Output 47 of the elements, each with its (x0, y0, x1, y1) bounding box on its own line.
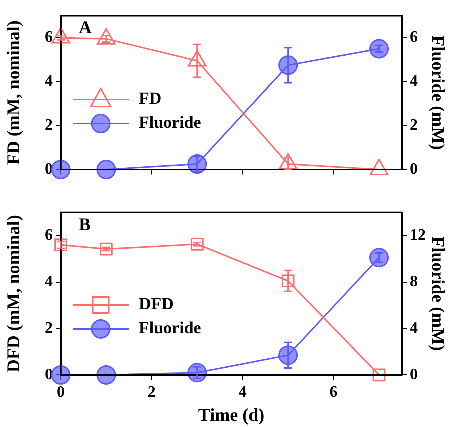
point (372, 368, 386, 382)
y-tick-label: 2 (45, 320, 53, 337)
point (96, 160, 116, 180)
y2-axis-title: Fluoride (mM) (428, 36, 449, 150)
x-tick-label: 4 (238, 384, 247, 401)
y-tick-label: 6 (45, 29, 53, 46)
legend-label: Fluoride (139, 318, 202, 338)
y2-tick-label: 8 (410, 273, 418, 290)
y-axis-title: FD (mM, nominal) (3, 20, 24, 166)
y2-tick-label: 6 (410, 29, 418, 46)
y2-axis-title: Fluoride (mM) (428, 236, 449, 352)
x-tick-label: 6 (330, 384, 338, 401)
point (100, 242, 113, 256)
point (96, 365, 116, 385)
point (370, 159, 389, 176)
legend-label: DFD (139, 294, 174, 314)
point (190, 238, 204, 251)
annotation: A (79, 18, 92, 38)
x-axis-title: Time (d) (198, 404, 265, 425)
y-tick-label: 4 (45, 73, 53, 90)
legend-label: FD (139, 89, 162, 108)
x-tick-label: 0 (57, 384, 65, 401)
y2-tick-label: 2 (410, 117, 418, 134)
y-tick-label: 2 (45, 117, 53, 134)
point (370, 39, 390, 59)
annotation: B (79, 214, 92, 234)
y-axis-title: DFD (mM, nominal) (3, 215, 24, 373)
point (282, 274, 295, 288)
y2-tick-label: 12 (410, 226, 426, 244)
legend-label: Fluoride (139, 113, 202, 132)
y2-tick-label: 4 (410, 73, 418, 90)
y2-tick-label: 0 (410, 160, 418, 178)
y-tick-label: 6 (45, 226, 53, 244)
point (97, 28, 116, 45)
point (278, 154, 298, 170)
y2-tick-label: 4 (410, 320, 418, 337)
point (278, 346, 298, 366)
point (278, 56, 298, 76)
x-tick-label: 2 (148, 384, 156, 401)
point (51, 365, 71, 385)
y-tick-label: 4 (45, 273, 53, 290)
point (52, 27, 70, 44)
point (188, 363, 208, 383)
point (51, 160, 71, 180)
point (188, 50, 207, 67)
y2-tick-label: 0 (410, 366, 418, 384)
point (370, 248, 390, 268)
